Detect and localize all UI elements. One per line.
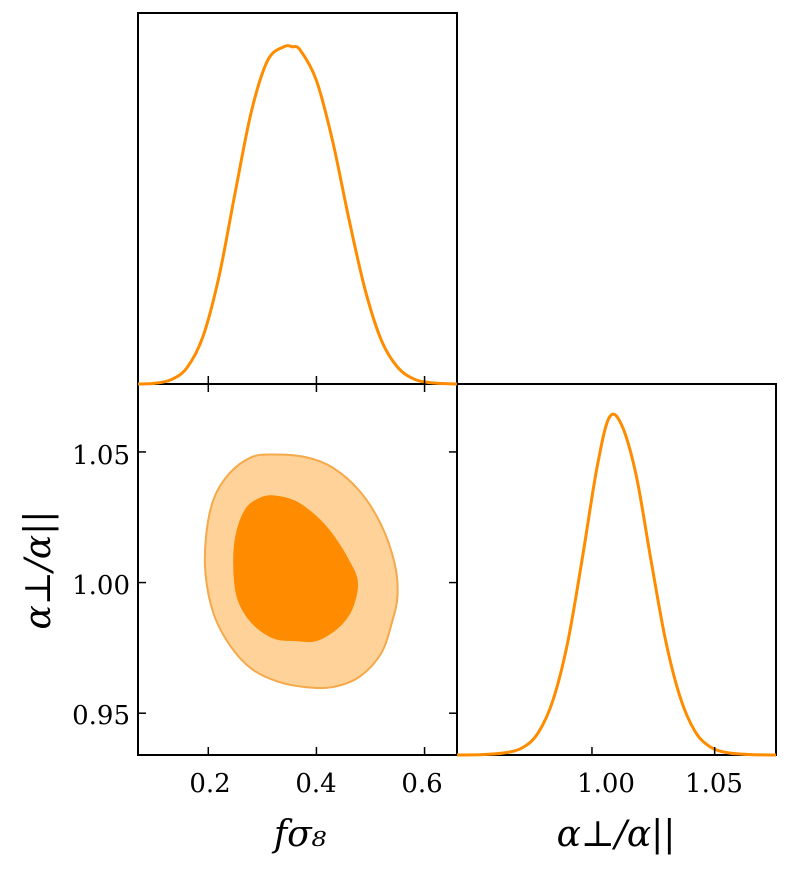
density-curve-top-left — [137, 44, 458, 386]
chart-marks — [137, 44, 777, 757]
contour-inner — [233, 495, 359, 643]
density-curve-bottom-right — [456, 412, 777, 757]
y-tick-label-alpha-1: 1.00 — [72, 571, 130, 601]
x-tick-label-fs8-2: 0.6 — [401, 769, 442, 799]
y-tick-label-alpha-2: 1.05 — [72, 441, 130, 471]
y-axis-title-alpha: α⊥/α|| — [18, 511, 59, 630]
x-tick-label-alpha-1: 1.05 — [685, 769, 743, 799]
y-tick-label-alpha-0: 0.95 — [72, 701, 130, 731]
x-tick-label-alpha-0: 1.00 — [577, 769, 635, 799]
x-axis-title-fs8: fσ₈ — [271, 814, 327, 855]
x-axis-title-alpha: α⊥/α|| — [557, 814, 676, 855]
panel-frame-bottom-right — [456, 383, 777, 756]
x-tick-label-fs8-1: 0.4 — [295, 769, 336, 799]
panel-frame-top-left — [137, 12, 458, 385]
x-tick-label-fs8-0: 0.2 — [189, 769, 230, 799]
